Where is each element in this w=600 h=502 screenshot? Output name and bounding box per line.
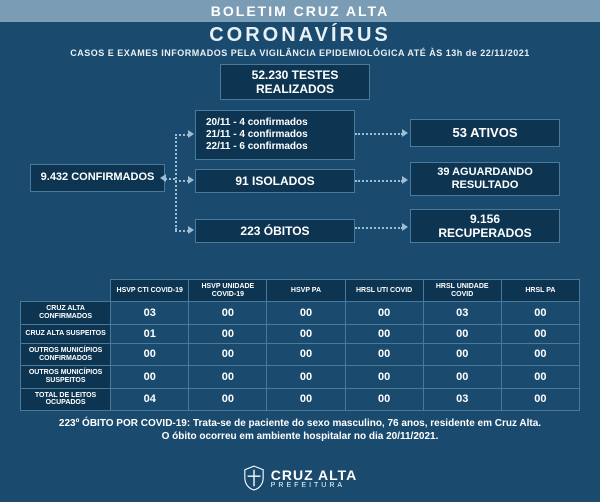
footer: CRUZ ALTA PREFEITURA: [0, 465, 600, 496]
connector-arrow: [160, 174, 166, 182]
active-text: 53 ATIVOS: [452, 125, 517, 141]
shield-icon: [243, 465, 265, 491]
logo: CRUZ ALTA PREFEITURA: [243, 465, 358, 491]
cell: 00: [189, 324, 267, 343]
cell: 03: [423, 388, 501, 410]
logo-main: CRUZ ALTA: [271, 468, 358, 482]
cell: 00: [267, 366, 345, 388]
daily-1: 21/11 - 4 confirmados: [206, 129, 308, 141]
col-2: HSVP PA: [267, 280, 345, 302]
footnote-line2: O óbito ocorreu em ambiente hospitalar n…: [20, 430, 580, 443]
connector: [175, 230, 189, 232]
table-row: CRUZ ALTA CONFIRMADOS030000000300: [21, 302, 580, 324]
connector-arrow: [402, 129, 408, 137]
cell: 00: [501, 366, 579, 388]
cell: 00: [111, 366, 189, 388]
connector: [165, 178, 175, 180]
cell: 00: [501, 343, 579, 365]
confirmed-box: 9.432 CONFIRMADOS: [30, 164, 165, 192]
isolated-text: 91 ISOLADOS: [235, 174, 314, 188]
confirmed-text: 9.432 CONFIRMADOS: [41, 171, 155, 184]
row-label: TOTAL DE LEITOS OCUPADOS: [21, 388, 111, 410]
cell: 00: [267, 388, 345, 410]
logo-text: CRUZ ALTA PREFEITURA: [271, 468, 358, 489]
recovered-line2: RECUPERADOS: [438, 226, 531, 240]
cell: 00: [345, 343, 423, 365]
cell: 00: [345, 388, 423, 410]
connector: [175, 134, 189, 136]
waiting-line1: 39 AGUARDANDO: [437, 166, 533, 179]
cell: 00: [345, 324, 423, 343]
tests-box: 52.230 TESTES REALIZADOS: [220, 64, 370, 100]
cell: 00: [189, 302, 267, 324]
daily-box: 20/11 - 4 confirmados 21/11 - 4 confirma…: [195, 110, 355, 160]
waiting-box: 39 AGUARDANDO RESULTADO: [410, 162, 560, 196]
table-row: OUTROS MUNICÍPIOS SUSPEITOS000000000000: [21, 366, 580, 388]
footnote: 223º ÓBITO POR COVID-19: Trata-se de pac…: [20, 417, 580, 443]
tests-line1: 52.230 TESTES: [252, 68, 339, 82]
connector: [355, 227, 403, 229]
cell: 00: [189, 343, 267, 365]
connector: [175, 180, 189, 182]
connector-arrow: [188, 176, 194, 184]
tests-line2: REALIZADOS: [256, 82, 334, 96]
cell: 00: [501, 388, 579, 410]
cell: 04: [111, 388, 189, 410]
recovered-box: 9.156 RECUPERADOS: [410, 209, 560, 243]
recovered-line1: 9.156: [470, 212, 500, 226]
cell: 00: [501, 324, 579, 343]
connector-arrow: [188, 226, 194, 234]
connector-arrow: [402, 176, 408, 184]
footnote-line1: 223º ÓBITO POR COVID-19: Trata-se de pac…: [20, 417, 580, 430]
cell: 03: [111, 302, 189, 324]
col-1: HSVP UNIDADE COVID-19: [189, 280, 267, 302]
col-0: HSVP CTI COVID-19: [111, 280, 189, 302]
cell: 00: [423, 324, 501, 343]
connector: [355, 180, 403, 182]
daily-0: 20/11 - 4 confirmados: [206, 117, 308, 129]
cell: 00: [345, 366, 423, 388]
connector-arrow: [188, 130, 194, 138]
table-row: CRUZ ALTA SUSPEITOS010000000000: [21, 324, 580, 343]
cell: 01: [111, 324, 189, 343]
cell: 00: [267, 302, 345, 324]
cell: 00: [345, 302, 423, 324]
deaths-box: 223 ÓBITOS: [195, 219, 355, 243]
col-5: HRSL PA: [501, 280, 579, 302]
flow-diagram: 52.230 TESTES REALIZADOS 9.432 CONFIRMAD…: [20, 64, 580, 279]
row-label: CRUZ ALTA CONFIRMADOS: [21, 302, 111, 324]
col-4: HRSL UNIDADE COVID: [423, 280, 501, 302]
beds-table: HSVP CTI COVID-19 HSVP UNIDADE COVID-19 …: [20, 279, 580, 411]
col-3: HRSL UTI COVID: [345, 280, 423, 302]
connector: [175, 134, 177, 230]
cell: 00: [423, 343, 501, 365]
table-row: OUTROS MUNICÍPIOS CONFIRMADOS00000000000…: [21, 343, 580, 365]
logo-sub: PREFEITURA: [271, 482, 358, 489]
connector: [355, 133, 403, 135]
cell: 00: [267, 343, 345, 365]
cell: 00: [111, 343, 189, 365]
row-label: OUTROS MUNICÍPIOS SUSPEITOS: [21, 366, 111, 388]
table-row: TOTAL DE LEITOS OCUPADOS040000000300: [21, 388, 580, 410]
header-band: BOLETIM CRUZ ALTA: [0, 0, 600, 22]
subtitle: CASOS E EXAMES INFORMADOS PELA VIGILÂNCI…: [0, 48, 600, 58]
active-box: 53 ATIVOS: [410, 119, 560, 147]
table-corner: [21, 280, 111, 302]
row-label: OUTROS MUNICÍPIOS CONFIRMADOS: [21, 343, 111, 365]
cell: 00: [189, 388, 267, 410]
cell: 00: [267, 324, 345, 343]
cell: 03: [423, 302, 501, 324]
isolated-box: 91 ISOLADOS: [195, 169, 355, 193]
daily-2: 22/11 - 6 confirmados: [206, 141, 308, 153]
cell: 00: [189, 366, 267, 388]
connector-arrow: [402, 223, 408, 231]
title: CORONAVÍRUS: [0, 24, 600, 47]
deaths-text: 223 ÓBITOS: [240, 224, 309, 238]
cell: 00: [501, 302, 579, 324]
cell: 00: [423, 366, 501, 388]
waiting-line2: RESULTADO: [452, 179, 519, 192]
row-label: CRUZ ALTA SUSPEITOS: [21, 324, 111, 343]
